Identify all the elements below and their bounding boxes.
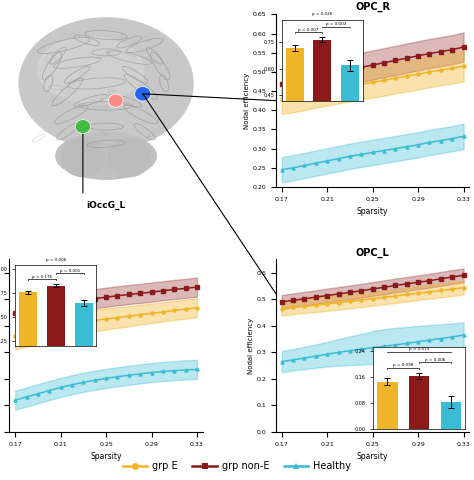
Ellipse shape <box>108 139 151 177</box>
X-axis label: Sparsity: Sparsity <box>357 207 388 216</box>
Y-axis label: Nodal efficiency: Nodal efficiency <box>244 72 250 129</box>
X-axis label: Sparsity: Sparsity <box>91 452 122 461</box>
Ellipse shape <box>19 18 193 149</box>
Circle shape <box>135 86 151 101</box>
Circle shape <box>109 94 123 107</box>
Y-axis label: Nodal efficiency: Nodal efficiency <box>248 318 254 374</box>
Ellipse shape <box>62 139 104 177</box>
Title: OPC_R: OPC_R <box>355 2 390 12</box>
Title: OPC_L: OPC_L <box>356 247 390 258</box>
Legend: grp E, grp non-E, Healthy: grp E, grp non-E, Healthy <box>119 457 355 475</box>
Ellipse shape <box>56 132 156 179</box>
Text: iOccG_L: iOccG_L <box>86 201 126 210</box>
Circle shape <box>75 120 91 133</box>
Ellipse shape <box>37 37 144 102</box>
X-axis label: Sparsity: Sparsity <box>357 452 388 461</box>
